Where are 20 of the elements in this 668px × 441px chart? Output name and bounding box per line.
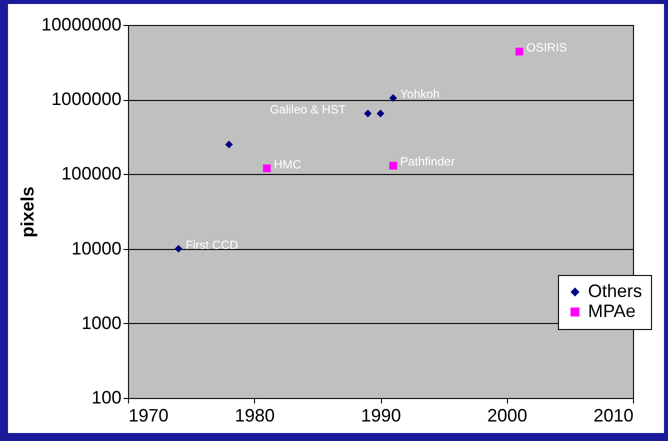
x-tick-label: 1990 bbox=[360, 406, 402, 426]
annotation: OSIRIS bbox=[526, 40, 568, 55]
x-tick-label: 1970 bbox=[128, 406, 169, 426]
y-axis-title: pixels bbox=[17, 186, 38, 238]
x-tick-label: 2010 bbox=[593, 406, 634, 426]
legend-label: MPAe bbox=[588, 301, 636, 321]
y-tick-label: 1000 bbox=[81, 312, 122, 333]
annotation: Yohkoh bbox=[400, 87, 440, 102]
x-tick-label: 2000 bbox=[487, 406, 528, 426]
y-tick-label: 1000000 bbox=[51, 89, 122, 110]
y-tick-label: 100000 bbox=[61, 164, 122, 184]
y-tick-label: 10000 bbox=[71, 238, 122, 258]
annotation: Galileo & HST bbox=[270, 102, 347, 117]
annotation: First CCD bbox=[186, 238, 238, 252]
legend-label: Others bbox=[588, 281, 642, 301]
annotation: HMC bbox=[274, 157, 302, 172]
annotation: Pathfinder bbox=[400, 154, 455, 169]
y-tick-label: 100 bbox=[91, 388, 122, 408]
y-tick-label: 10000000 bbox=[41, 14, 122, 34]
x-tick-label: 1980 bbox=[234, 406, 275, 426]
